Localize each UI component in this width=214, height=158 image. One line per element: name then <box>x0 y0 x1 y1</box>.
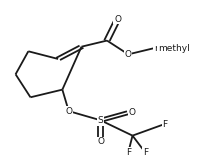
Text: O: O <box>125 50 132 59</box>
Text: O: O <box>97 137 104 146</box>
Text: O: O <box>128 108 135 117</box>
Text: F: F <box>143 148 148 157</box>
Text: methyl: methyl <box>154 44 186 53</box>
Text: O: O <box>65 107 72 116</box>
Text: F: F <box>162 120 167 129</box>
Text: F: F <box>126 148 131 157</box>
Text: S: S <box>98 116 104 125</box>
Text: O: O <box>114 15 121 24</box>
Text: methyl: methyl <box>158 44 190 53</box>
